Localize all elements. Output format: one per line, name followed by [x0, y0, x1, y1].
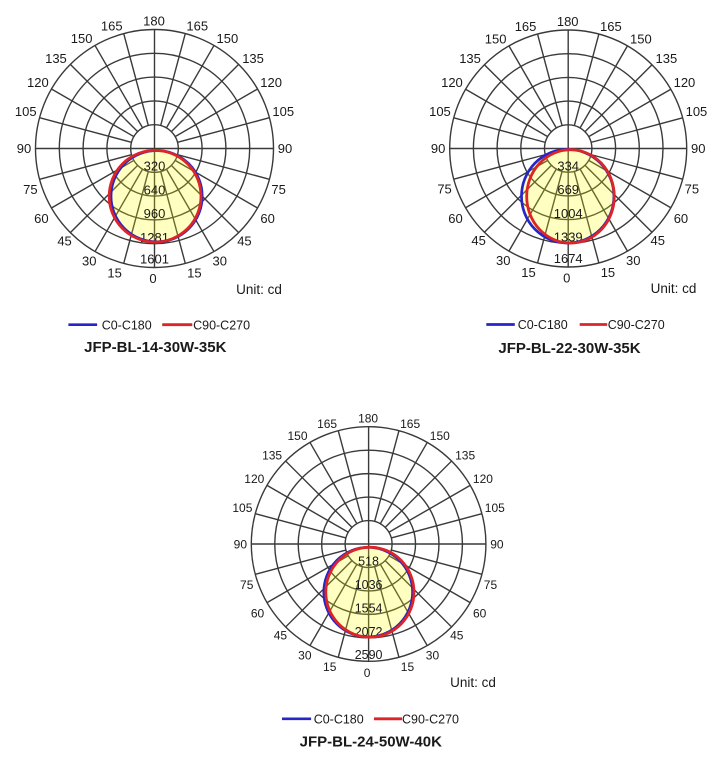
- svg-text:165: 165: [317, 417, 337, 431]
- svg-text:120: 120: [244, 472, 264, 486]
- svg-text:15: 15: [521, 265, 535, 280]
- svg-text:15: 15: [401, 660, 415, 674]
- svg-text:45: 45: [57, 233, 71, 248]
- svg-text:45: 45: [237, 233, 251, 248]
- svg-text:60: 60: [251, 607, 265, 621]
- svg-text:75: 75: [240, 578, 254, 592]
- svg-text:105: 105: [485, 501, 505, 515]
- svg-text:150: 150: [71, 31, 93, 46]
- svg-text:135: 135: [459, 51, 481, 66]
- svg-text:120: 120: [441, 75, 463, 90]
- svg-text:0: 0: [563, 271, 570, 286]
- svg-text:165: 165: [101, 19, 123, 34]
- svg-text:45: 45: [450, 629, 464, 643]
- svg-text:75: 75: [23, 182, 37, 197]
- svg-text:1554: 1554: [355, 602, 383, 616]
- svg-text:60: 60: [473, 607, 487, 621]
- svg-text:15: 15: [107, 265, 121, 280]
- svg-text:90: 90: [278, 141, 292, 156]
- svg-text:1601: 1601: [140, 252, 169, 267]
- svg-text:120: 120: [260, 75, 282, 90]
- svg-text:Unit: cd: Unit: cd: [651, 281, 697, 296]
- svg-text:Unit: cd: Unit: cd: [236, 282, 282, 297]
- svg-text:30: 30: [298, 648, 312, 662]
- svg-text:90: 90: [17, 141, 31, 156]
- svg-text:JFP-BL-22-30W-35K: JFP-BL-22-30W-35K: [498, 340, 640, 357]
- svg-text:180: 180: [358, 412, 378, 426]
- svg-text:45: 45: [651, 233, 665, 248]
- svg-text:75: 75: [437, 182, 451, 197]
- svg-text:105: 105: [15, 104, 37, 119]
- svg-text:60: 60: [448, 211, 462, 226]
- svg-text:120: 120: [674, 75, 696, 90]
- svg-text:0: 0: [364, 666, 371, 680]
- svg-text:60: 60: [674, 211, 688, 226]
- svg-text:180: 180: [143, 14, 165, 29]
- svg-text:Unit: cd: Unit: cd: [450, 675, 496, 690]
- svg-text:120: 120: [27, 75, 49, 90]
- svg-text:90: 90: [691, 141, 705, 156]
- svg-text:320: 320: [144, 159, 166, 174]
- svg-text:90: 90: [431, 141, 445, 156]
- svg-text:75: 75: [484, 578, 498, 592]
- svg-text:30: 30: [213, 253, 227, 268]
- svg-text:960: 960: [144, 206, 166, 221]
- svg-text:120: 120: [473, 472, 493, 486]
- svg-text:135: 135: [455, 449, 475, 463]
- svg-text:165: 165: [515, 19, 537, 34]
- svg-text:669: 669: [557, 182, 579, 197]
- svg-text:60: 60: [34, 211, 48, 226]
- svg-text:30: 30: [496, 253, 510, 268]
- svg-text:C0-C180: C0-C180: [314, 712, 364, 726]
- svg-text:135: 135: [242, 51, 264, 66]
- svg-text:JFP-BL-14-30W-35K: JFP-BL-14-30W-35K: [84, 339, 226, 356]
- svg-text:30: 30: [626, 253, 640, 268]
- svg-text:30: 30: [426, 648, 440, 662]
- svg-text:JFP-BL-24-50W-40K: JFP-BL-24-50W-40K: [300, 734, 442, 751]
- svg-text:135: 135: [45, 51, 67, 66]
- svg-text:518: 518: [358, 555, 379, 569]
- svg-text:75: 75: [271, 182, 285, 197]
- svg-text:165: 165: [400, 417, 420, 431]
- svg-text:15: 15: [323, 660, 337, 674]
- svg-text:C90-C270: C90-C270: [608, 318, 665, 332]
- svg-text:105: 105: [686, 104, 708, 119]
- svg-text:75: 75: [685, 182, 699, 197]
- svg-text:105: 105: [429, 104, 451, 119]
- svg-text:165: 165: [600, 19, 622, 34]
- svg-text:150: 150: [430, 429, 450, 443]
- svg-text:165: 165: [186, 19, 208, 34]
- svg-text:150: 150: [217, 31, 239, 46]
- svg-text:0: 0: [149, 271, 156, 286]
- svg-text:1004: 1004: [554, 206, 583, 221]
- svg-text:135: 135: [262, 449, 282, 463]
- svg-text:15: 15: [187, 265, 201, 280]
- svg-text:150: 150: [287, 429, 307, 443]
- svg-text:15: 15: [601, 265, 615, 280]
- svg-text:334: 334: [557, 158, 579, 173]
- svg-text:1036: 1036: [355, 578, 383, 592]
- svg-text:45: 45: [274, 629, 288, 643]
- svg-text:1674: 1674: [554, 251, 583, 266]
- svg-text:30: 30: [82, 253, 96, 268]
- svg-text:60: 60: [260, 211, 274, 226]
- svg-text:180: 180: [557, 14, 579, 29]
- svg-text:C0-C180: C0-C180: [518, 318, 568, 332]
- svg-text:135: 135: [656, 51, 678, 66]
- svg-text:90: 90: [490, 538, 504, 552]
- svg-text:C0-C180: C0-C180: [102, 318, 152, 332]
- svg-text:640: 640: [144, 182, 166, 197]
- svg-text:2590: 2590: [355, 648, 383, 662]
- svg-text:C90-C270: C90-C270: [402, 712, 459, 726]
- svg-text:150: 150: [485, 32, 507, 47]
- svg-text:90: 90: [234, 538, 248, 552]
- svg-text:105: 105: [272, 104, 294, 119]
- svg-text:45: 45: [471, 233, 485, 248]
- svg-text:C90-C270: C90-C270: [193, 318, 250, 332]
- svg-text:150: 150: [630, 32, 652, 47]
- svg-text:105: 105: [232, 501, 252, 515]
